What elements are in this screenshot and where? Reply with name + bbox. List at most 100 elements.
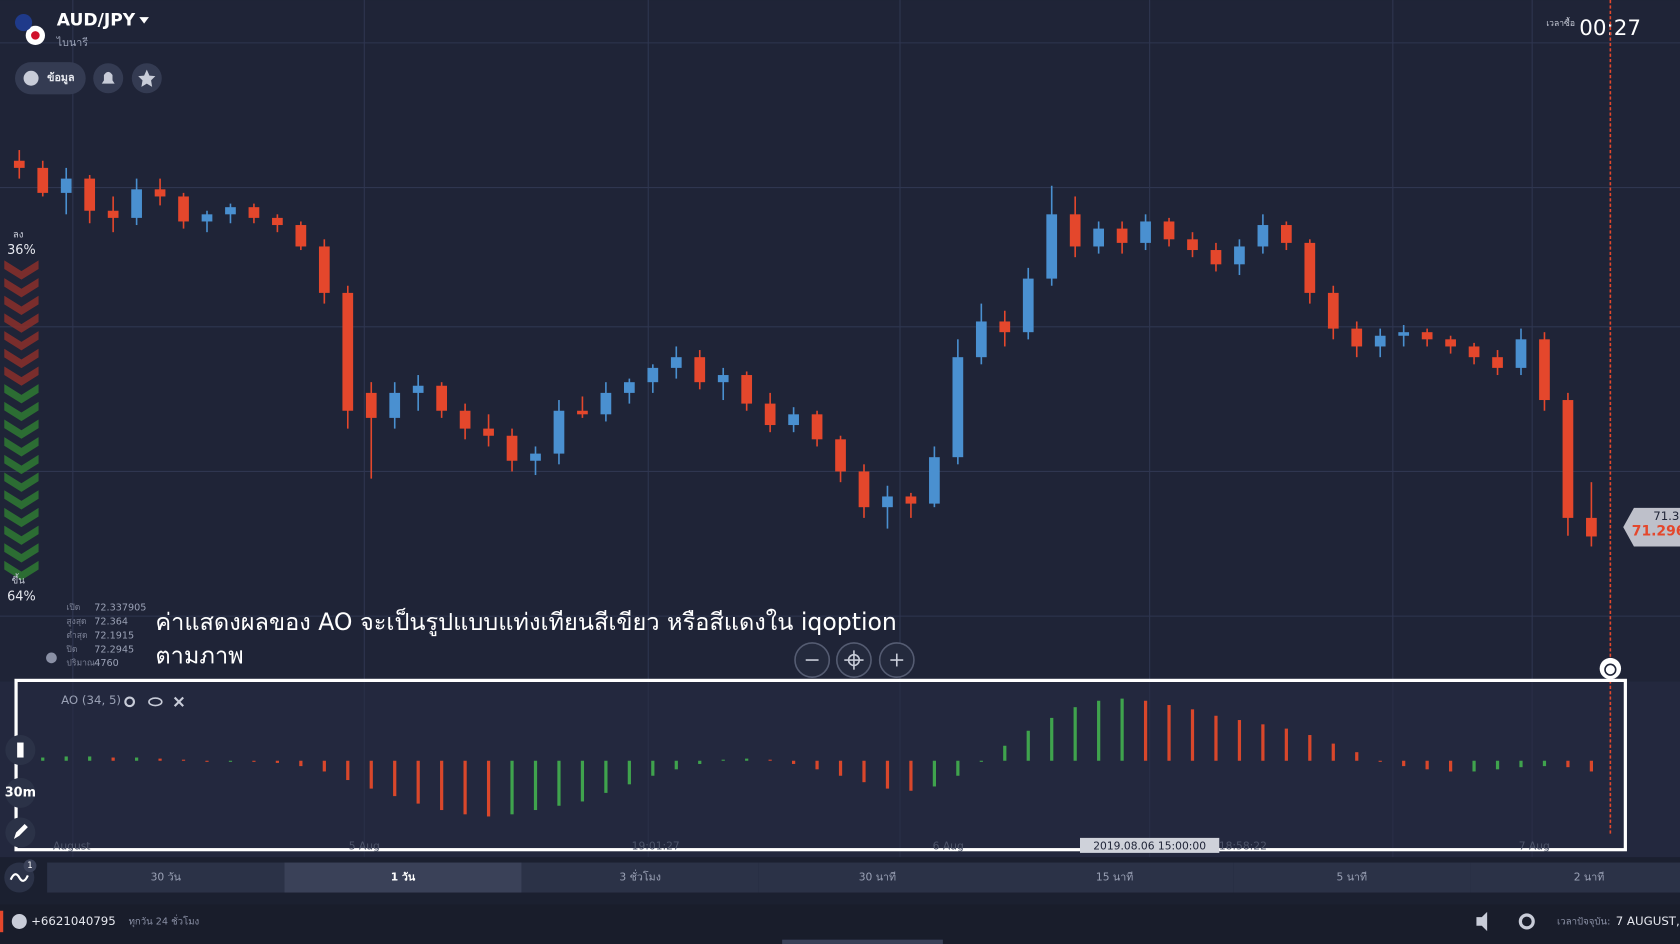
pair-caret[interactable] — [139, 17, 149, 24]
period-label[interactable]: 3 ชั่วโมง — [619, 870, 661, 884]
help-icon[interactable] — [46, 652, 57, 664]
period-label[interactable]: 2 นาที — [1574, 871, 1605, 884]
candle-body — [1421, 332, 1433, 340]
period-label[interactable]: 15 นาที — [1096, 871, 1133, 884]
candle-body — [201, 214, 213, 222]
info-label[interactable]: ข้อมูล — [47, 71, 74, 85]
settings-button[interactable] — [1518, 913, 1535, 930]
ohlc-label: สูงสุด — [66, 617, 86, 627]
candle-body — [858, 471, 870, 508]
ao-bar — [651, 760, 655, 776]
sentiment-chevron — [4, 260, 39, 280]
expiry-timer-glyph — [1604, 663, 1617, 676]
candle-body — [131, 189, 142, 218]
ao-bar — [557, 760, 561, 806]
price-tag — [1623, 507, 1680, 547]
candle-body — [178, 196, 189, 222]
candle-body — [37, 167, 49, 193]
period-tab[interactable] — [47, 862, 285, 893]
ohlc-value: 72.2945 — [94, 644, 134, 655]
candle-body — [154, 189, 166, 197]
sentiment-chevron — [4, 348, 39, 369]
indicator-settings[interactable] — [124, 696, 135, 708]
ao-bar — [416, 760, 420, 804]
zoom-icons — [805, 650, 904, 670]
candle-body — [952, 357, 964, 458]
ao-bar — [815, 760, 819, 770]
ao-bar — [440, 760, 444, 811]
sentiment-chevron — [4, 295, 39, 316]
ao-bar — [486, 760, 491, 817]
down-percent: 36% — [7, 243, 36, 258]
candle-body — [1562, 400, 1574, 518]
period-label[interactable]: 30 นาที — [859, 871, 896, 884]
candle-body — [365, 392, 377, 418]
ohlc-value: 72.364 — [94, 616, 128, 627]
candle-body — [764, 403, 776, 426]
info-button[interactable] — [15, 62, 86, 95]
period-label[interactable]: 5 นาที — [1337, 871, 1368, 884]
period-tab[interactable] — [521, 862, 759, 893]
candle-body — [1586, 517, 1597, 537]
sentiment-chevron — [4, 313, 39, 333]
ao-bar — [88, 756, 92, 761]
ao-bar — [956, 760, 960, 776]
caption-line: ตามภาพ — [155, 641, 243, 669]
candle-body — [84, 178, 96, 211]
period-label[interactable]: 30 วัน — [151, 871, 182, 884]
sentiment-chevron — [4, 507, 39, 528]
period-label[interactable]: 1 วัน — [391, 871, 416, 884]
candle-body — [530, 453, 541, 461]
candle-body — [1140, 221, 1151, 243]
ao-bar — [1237, 720, 1242, 761]
phone[interactable]: +6621040795 — [31, 914, 116, 928]
ao-chart — [17, 698, 1593, 817]
time-axis: August 5 Aug 19:01:27 6 Aug 2019.08.06 15:00… — [53, 837, 1550, 853]
indicator-visibility[interactable] — [148, 697, 163, 707]
ao-bar — [862, 760, 866, 783]
sentiment-chevron — [4, 454, 39, 475]
footer — [0, 904, 1680, 944]
ao-bar — [64, 756, 68, 761]
period-tab[interactable] — [996, 862, 1234, 893]
ao-bar — [1167, 705, 1171, 761]
sentiment-chevron — [4, 384, 39, 404]
ao-bar — [1378, 760, 1382, 762]
period-tab[interactable] — [1233, 862, 1471, 893]
sound-button[interactable] — [1476, 911, 1488, 932]
candle-body — [483, 428, 494, 436]
candle-body — [835, 439, 846, 472]
ao-bar — [1073, 707, 1077, 761]
ao-bar — [393, 760, 397, 797]
ao-bar — [41, 757, 45, 761]
candle-body — [882, 496, 893, 508]
candle-body — [459, 410, 471, 429]
caption-line: ค่าแสดงผลของ AO จะเป็นรูปแบบแท่งเทียนสีเ… — [155, 607, 897, 637]
timeframe[interactable]: 30m — [5, 785, 36, 800]
ohlc-value: 72.1915 — [94, 630, 134, 641]
time-label: 6 Aug — [933, 839, 964, 852]
period-tab[interactable] — [1470, 862, 1680, 893]
sentiment-chevron — [4, 560, 39, 581]
ao-bar — [1425, 760, 1429, 770]
ao-bar — [1284, 728, 1288, 761]
badge-count: 1 — [27, 861, 32, 871]
ao-bar — [1097, 700, 1101, 761]
time-label: August — [53, 839, 90, 852]
sentiment-chevron — [4, 278, 39, 298]
candle-body — [272, 217, 283, 226]
indicator-remove[interactable] — [173, 696, 184, 707]
candle-body — [1398, 332, 1410, 336]
period-tab[interactable] — [758, 862, 996, 893]
candle-body — [412, 385, 424, 393]
ao-bar — [158, 758, 162, 761]
pair-name[interactable]: AUD/JPY — [57, 10, 136, 30]
ohlc-value: 4760 — [94, 658, 119, 669]
candle-body — [1234, 246, 1245, 265]
timeframe-button[interactable] — [5, 777, 36, 808]
ohlc-value: 72.337905 — [94, 603, 146, 614]
pencil-icon — [13, 823, 28, 839]
candle-body — [577, 410, 588, 415]
period-tab[interactable] — [284, 862, 522, 893]
sentiment-chevron — [4, 437, 39, 457]
